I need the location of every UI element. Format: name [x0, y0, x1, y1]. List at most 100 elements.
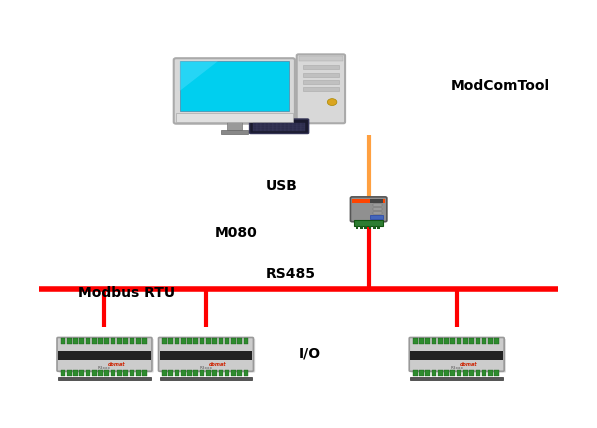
Bar [277, 129, 281, 131]
Bar [92, 338, 97, 344]
Bar [273, 125, 277, 127]
Bar [297, 127, 301, 129]
Bar [298, 56, 343, 61]
FancyBboxPatch shape [350, 197, 387, 222]
FancyBboxPatch shape [411, 339, 506, 372]
Bar [180, 61, 289, 111]
Bar [303, 73, 338, 77]
Bar [123, 371, 128, 376]
Bar [98, 371, 103, 376]
Bar [475, 371, 480, 376]
Text: RS485: RS485 [266, 267, 316, 281]
Bar [285, 129, 289, 131]
Bar [269, 129, 273, 131]
FancyBboxPatch shape [160, 339, 256, 372]
Bar [199, 338, 204, 344]
Bar [257, 123, 261, 125]
Bar [289, 127, 293, 129]
Bar [162, 338, 167, 344]
Bar [281, 129, 285, 131]
Bar [450, 338, 455, 344]
Bar [231, 371, 236, 376]
Bar [136, 338, 140, 344]
FancyBboxPatch shape [57, 337, 152, 372]
Bar [58, 351, 150, 360]
Bar [206, 371, 211, 376]
Bar [265, 127, 269, 129]
Bar [111, 338, 115, 344]
FancyBboxPatch shape [297, 54, 345, 123]
Bar [237, 338, 242, 344]
Bar [494, 338, 499, 344]
Bar [79, 371, 84, 376]
Bar [237, 371, 242, 376]
Bar [176, 113, 293, 122]
Bar [457, 338, 461, 344]
FancyBboxPatch shape [158, 337, 253, 372]
Bar [289, 125, 293, 127]
Bar [370, 215, 383, 219]
Bar [181, 371, 186, 376]
Bar [187, 371, 192, 376]
Bar [360, 226, 362, 229]
Bar [370, 199, 383, 202]
Bar [285, 125, 289, 127]
Bar [136, 371, 140, 376]
Bar [450, 371, 455, 376]
Bar [193, 338, 198, 344]
Bar [463, 371, 467, 376]
Bar [265, 123, 269, 125]
Bar [168, 371, 173, 376]
Bar [212, 338, 217, 344]
Bar [354, 220, 383, 226]
Bar [444, 338, 449, 344]
Bar [73, 371, 78, 376]
Bar [281, 123, 285, 125]
Bar [253, 129, 257, 131]
Bar [273, 123, 277, 125]
Bar [269, 125, 273, 127]
Text: domat: domat [209, 362, 227, 367]
Text: R3xxx: R3xxx [199, 366, 213, 370]
Bar [364, 226, 367, 229]
Bar [58, 377, 150, 380]
Bar [277, 123, 281, 125]
Bar [297, 125, 301, 127]
Text: domat: domat [460, 362, 478, 367]
Bar [303, 65, 338, 69]
Bar [301, 129, 305, 131]
Bar [219, 371, 223, 376]
Bar [293, 129, 297, 131]
Bar [425, 371, 430, 376]
Bar [221, 130, 248, 134]
Bar [368, 226, 371, 229]
Bar [162, 371, 167, 376]
FancyBboxPatch shape [410, 337, 504, 372]
Bar [187, 338, 192, 344]
FancyBboxPatch shape [59, 339, 154, 372]
Bar [142, 371, 147, 376]
Bar [92, 371, 97, 376]
Bar [142, 338, 147, 344]
Bar [419, 338, 424, 344]
Bar [293, 127, 297, 129]
Bar [438, 338, 442, 344]
Bar [123, 338, 128, 344]
Bar [261, 125, 265, 127]
Bar [289, 129, 293, 131]
Bar [79, 338, 84, 344]
Bar [257, 125, 261, 127]
Bar [482, 338, 487, 344]
Bar [253, 127, 257, 129]
Bar [303, 80, 338, 84]
Bar [457, 371, 461, 376]
Bar [475, 338, 480, 344]
Bar [425, 338, 430, 344]
Bar [293, 123, 297, 125]
Bar [181, 338, 186, 344]
Bar [227, 122, 242, 130]
Bar [482, 371, 487, 376]
Bar [469, 371, 474, 376]
Bar [206, 338, 211, 344]
Bar [297, 129, 301, 131]
